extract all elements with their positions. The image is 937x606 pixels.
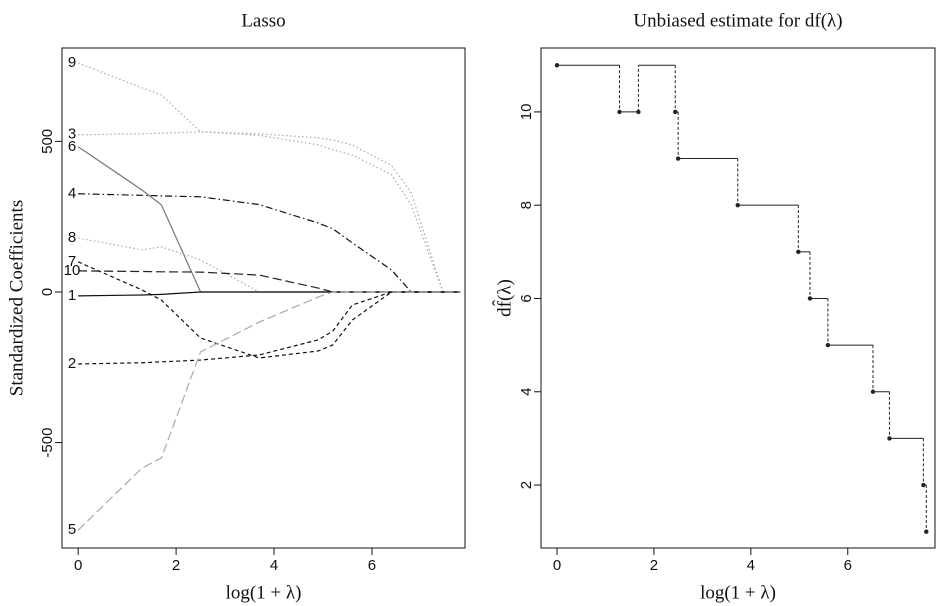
y-axis-label: Standardized Coefficients (6, 200, 27, 396)
coefficient-path (78, 193, 461, 293)
chart-title: Lasso (241, 10, 285, 31)
df-point (735, 202, 740, 208)
chart-title: Unbiased estimate for df(λ) (633, 10, 842, 31)
y-tick-label: 8 (518, 201, 535, 209)
x-tick-label: 0 (74, 557, 82, 574)
coefficient-path (78, 270, 461, 293)
df-point (554, 63, 560, 68)
y-tick-label: 10 (518, 104, 535, 121)
x-tick-label: 0 (553, 557, 561, 574)
y-tick-label: 2 (518, 481, 535, 489)
path-label: 8 (68, 229, 76, 246)
path-label: 10 (64, 262, 81, 279)
x-axis-label: log(1 + λ) (226, 582, 302, 603)
y-tick-label: 500 (39, 129, 56, 154)
path-label: 9 (68, 54, 76, 71)
plot-frame (61, 47, 466, 549)
path-label: 7 (68, 253, 76, 270)
coefficient-path (77, 146, 461, 293)
y-tick-label: 0 (39, 288, 56, 296)
y-tick-label: 6 (518, 294, 535, 302)
x-tick-label: 2 (172, 557, 180, 574)
df-point (825, 342, 831, 348)
coefficient-path (78, 131, 461, 293)
path-label: 5 (68, 521, 76, 538)
df-point (921, 482, 926, 488)
df-point (807, 296, 813, 301)
path-label: 6 (68, 138, 76, 155)
df-point (870, 389, 876, 394)
coefficient-path (78, 291, 461, 365)
x-tick-label: 4 (747, 557, 755, 574)
path-label: 4 (68, 185, 76, 202)
coefficient-path (78, 237, 461, 293)
x-tick-label: 2 (650, 557, 658, 574)
plot-frame (540, 47, 936, 549)
path-label: 3 (68, 126, 76, 143)
df-point (887, 436, 892, 441)
df-point (796, 249, 801, 255)
y-tick-label: -500 (39, 428, 56, 458)
coefficient-path (77, 291, 461, 531)
x-tick-label: 6 (844, 557, 852, 574)
x-axis-label: log(1 + λ) (700, 582, 776, 603)
path-label: 1 (68, 287, 76, 304)
df-point (675, 156, 681, 161)
y-axis-label: df̂(λ) (493, 279, 516, 317)
x-tick-label: 6 (368, 557, 376, 574)
df-point (636, 109, 641, 115)
path-label: 2 (68, 355, 76, 372)
df-point (924, 529, 929, 534)
df-point (673, 109, 678, 115)
df-point (617, 109, 622, 115)
y-tick-label: 4 (518, 388, 535, 396)
coefficient-path (77, 62, 461, 293)
coefficient-path (77, 261, 461, 359)
x-tick-label: 4 (270, 557, 278, 574)
